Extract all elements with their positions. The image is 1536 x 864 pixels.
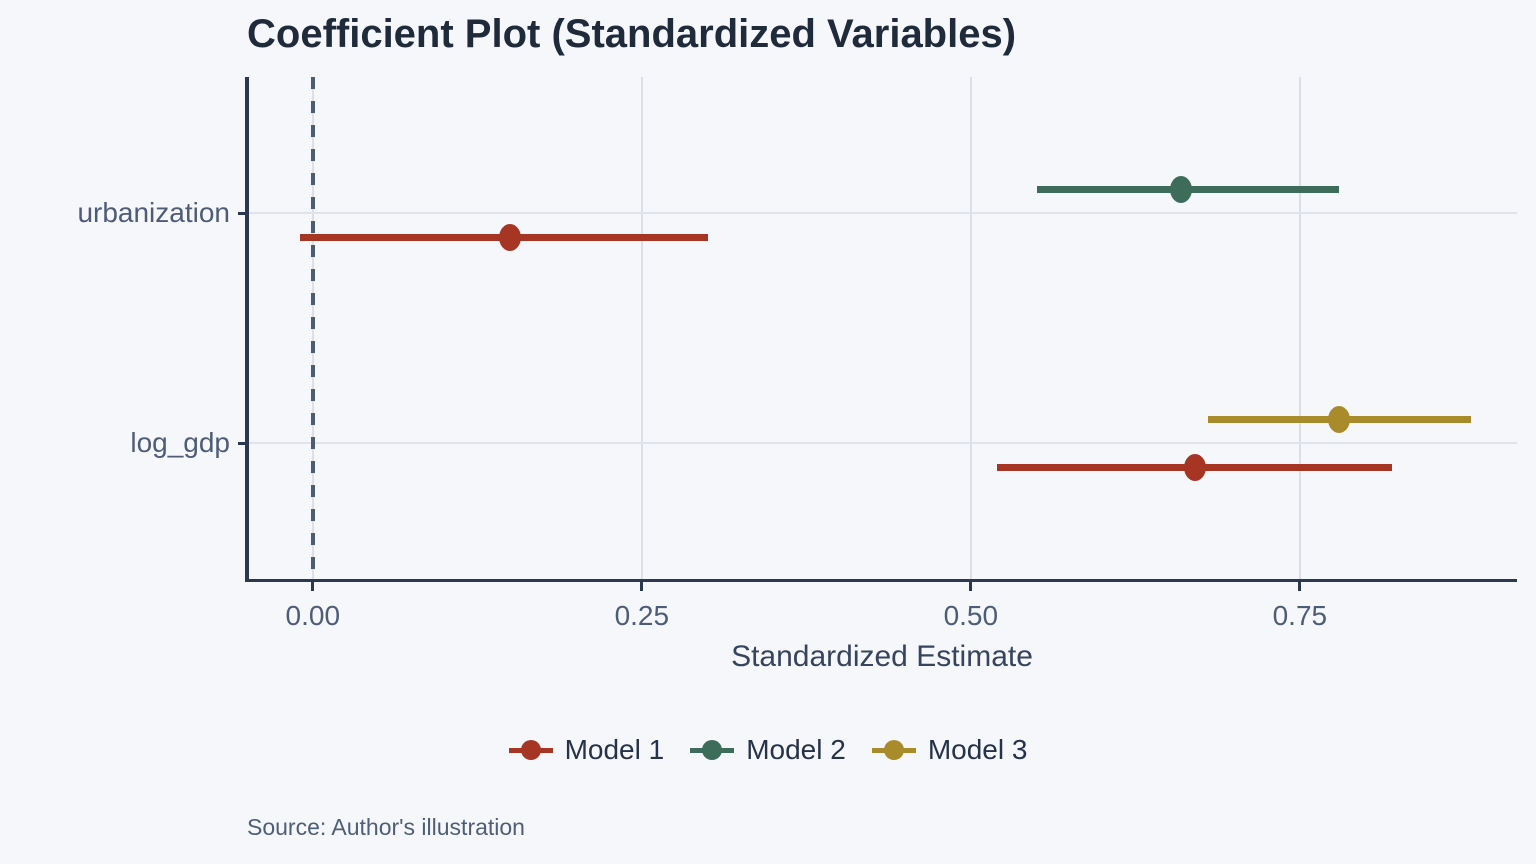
- legend-label-model-2: Model 2: [746, 734, 846, 765]
- legend-key-model-2: [690, 734, 735, 766]
- legend-item-model-3: Model 3: [871, 734, 1028, 766]
- x-gridline-0.75: [1298, 77, 1301, 580]
- y-axis-label-urbanization: urbanization: [77, 197, 230, 228]
- legend-key-model-1: [508, 734, 553, 766]
- x-axis-tick-0.25: [640, 582, 644, 591]
- y-axis-tick-log_gdp: [238, 441, 247, 445]
- x-gridline-0.50: [969, 77, 972, 580]
- x-tick-label-0.25: 0.25: [614, 600, 670, 631]
- y-gridline-log_gdp: [247, 442, 1517, 445]
- legend-key-dot-icon: [520, 740, 541, 760]
- x-axis-tick-0.75: [1298, 582, 1302, 591]
- chart-title: Coefficient Plot (Standardized Variables…: [247, 12, 1017, 56]
- x-tick-label-0.75: 0.75: [1272, 600, 1328, 631]
- y-axis-tick-urbanization: [238, 211, 247, 215]
- legend: Model 1 Model 2 Model 3: [0, 734, 1536, 766]
- y-gridline-urbanization: [247, 212, 1517, 214]
- estimate-point-model-1-urbanization: [499, 223, 522, 251]
- estimate-point-model-1-log_gdp: [1183, 453, 1206, 481]
- legend-item-model-1: Model 1: [508, 734, 665, 766]
- x-tick-label-0.00: 0.00: [285, 600, 341, 631]
- zero-reference-line: [310, 77, 316, 580]
- x-axis-tick-0.50: [969, 582, 973, 591]
- legend-key-dot-icon: [883, 740, 904, 760]
- x-gridline-0.25: [640, 77, 643, 580]
- legend-key-model-3: [871, 734, 916, 766]
- x-axis-line: [245, 578, 1517, 582]
- x-axis-title: Standardized Estimate: [731, 640, 1033, 673]
- source-note: Source: Author's illustration: [247, 814, 525, 840]
- legend-label-model-1: Model 1: [564, 734, 665, 765]
- legend-key-dot-icon: [702, 740, 723, 760]
- x-tick-label-0.50: 0.50: [943, 600, 999, 631]
- y-axis-label-log_gdp: log_gdp: [130, 427, 230, 459]
- legend-label-model-3: Model 3: [927, 734, 1028, 765]
- legend-item-model-2: Model 2: [690, 734, 846, 766]
- y-axis-line: [245, 77, 249, 582]
- estimate-point-model-3-log_gdp: [1328, 405, 1351, 433]
- x-axis-tick-0.00: [311, 582, 315, 591]
- plot-panel: [247, 77, 1517, 580]
- estimate-point-model-2-urbanization: [1170, 175, 1193, 203]
